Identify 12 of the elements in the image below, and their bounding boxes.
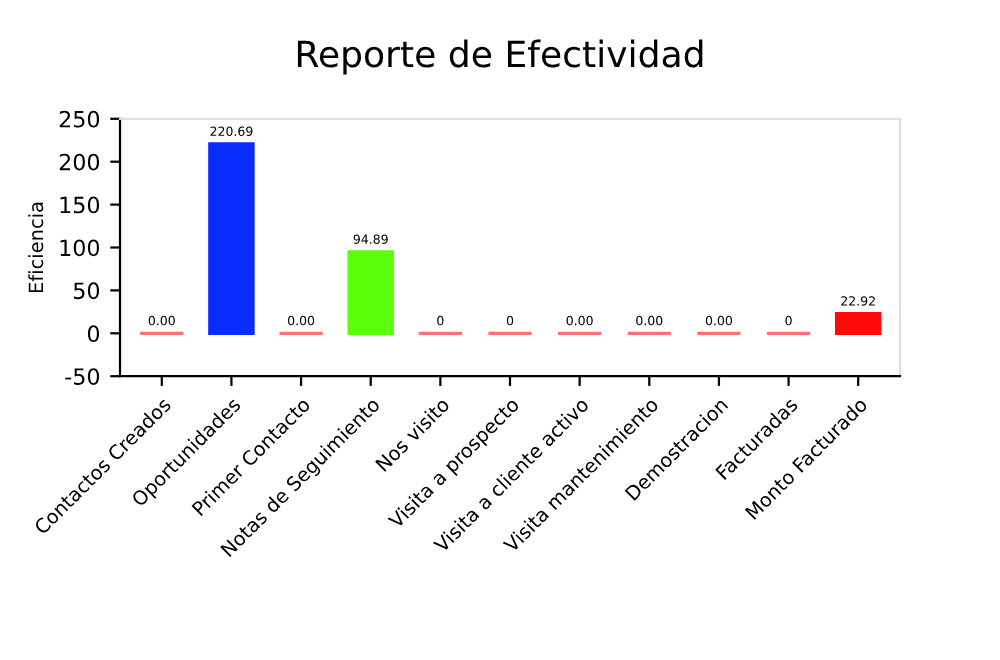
bar	[208, 142, 255, 335]
chart-title: Reporte de Efectividad	[297, 39, 703, 75]
y-tick-label: -50	[65, 368, 100, 385]
y-axis-title: Eficiencia	[28, 202, 44, 293]
y-tick-label: 200	[59, 153, 100, 171]
y-tick-label: 150	[60, 196, 100, 214]
y-tick-label: 0	[87, 325, 100, 343]
y-tick-label: 250	[59, 110, 100, 128]
bar	[347, 250, 394, 335]
y-tick-label: 50	[73, 282, 100, 300]
bar	[834, 311, 882, 335]
y-tick-label: 100	[60, 239, 100, 257]
